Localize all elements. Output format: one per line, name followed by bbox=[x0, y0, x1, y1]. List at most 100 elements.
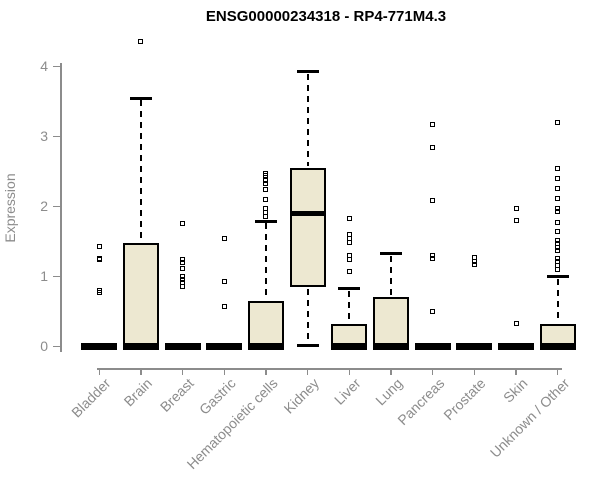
outlier-point bbox=[263, 186, 269, 192]
outlier-point bbox=[513, 218, 519, 224]
x-tick-label: Skin bbox=[499, 375, 531, 406]
outlier-point bbox=[555, 206, 561, 212]
y-tick bbox=[53, 65, 60, 68]
outlier-point bbox=[555, 220, 561, 226]
x-tick bbox=[265, 368, 267, 375]
outlier-point bbox=[555, 263, 561, 268]
whisker bbox=[389, 255, 392, 295]
zero-bar bbox=[414, 343, 451, 351]
outlier-point bbox=[513, 321, 519, 327]
median-line bbox=[372, 343, 409, 351]
outlier-point bbox=[430, 145, 436, 151]
whisker-cap bbox=[296, 343, 319, 347]
x-tick-label: Brain bbox=[120, 375, 156, 410]
median-line bbox=[247, 343, 284, 351]
x-tick bbox=[556, 368, 559, 375]
y-tick-label: 4 bbox=[40, 57, 48, 74]
outlier-point bbox=[221, 304, 227, 310]
whisker-cap bbox=[379, 252, 402, 256]
outlier-point bbox=[555, 165, 561, 171]
outlier-point bbox=[96, 244, 102, 250]
x-tick bbox=[181, 368, 184, 375]
outlier-point bbox=[555, 244, 561, 250]
outlier-point bbox=[430, 309, 436, 315]
zero-bar bbox=[164, 343, 201, 351]
x-tick bbox=[390, 368, 392, 375]
x-tick bbox=[431, 368, 434, 375]
outlier-point bbox=[555, 229, 561, 235]
whisker bbox=[306, 289, 309, 344]
outlier-point bbox=[555, 186, 561, 191]
box bbox=[247, 300, 284, 347]
y-tick-label: 1 bbox=[40, 267, 48, 284]
outlier-point bbox=[263, 177, 269, 183]
outlier-point bbox=[555, 248, 561, 254]
outlier-point bbox=[180, 265, 186, 271]
x-tick-label: Lung bbox=[371, 375, 406, 409]
whisker bbox=[556, 278, 559, 322]
outlier-point bbox=[346, 269, 352, 275]
outlier-point bbox=[555, 266, 561, 272]
whisker-cap bbox=[338, 287, 361, 291]
outlier-point bbox=[346, 256, 352, 262]
outlier-point bbox=[471, 262, 477, 268]
x-tick bbox=[473, 368, 476, 375]
outlier-point bbox=[263, 181, 269, 187]
y-tick bbox=[53, 135, 60, 138]
outlier-point bbox=[263, 206, 269, 212]
outlier-point bbox=[346, 239, 352, 245]
outlier-point bbox=[221, 279, 227, 285]
y-tick-label: 3 bbox=[40, 127, 48, 144]
outlier-point bbox=[513, 205, 519, 211]
x-tick-label: Unknown / Other bbox=[486, 375, 572, 461]
outlier-point bbox=[430, 256, 436, 261]
outlier-point bbox=[263, 170, 269, 176]
whisker bbox=[306, 73, 309, 167]
outlier-point bbox=[471, 258, 477, 264]
outlier-point bbox=[430, 197, 436, 203]
whisker-cap bbox=[254, 219, 277, 223]
whisker bbox=[348, 290, 351, 322]
box bbox=[372, 297, 409, 347]
outlier-point bbox=[180, 274, 186, 280]
outlier-point bbox=[180, 277, 186, 282]
whisker-cap bbox=[296, 70, 319, 74]
outlier-point bbox=[263, 197, 269, 203]
whisker bbox=[139, 100, 142, 242]
x-tick bbox=[223, 368, 226, 375]
outlier-point bbox=[180, 284, 186, 289]
x-tick-label: Liver bbox=[330, 375, 364, 408]
outlier-point bbox=[180, 260, 186, 266]
outlier-point bbox=[180, 257, 186, 263]
box bbox=[289, 168, 326, 288]
outlier-point bbox=[346, 216, 352, 222]
outlier-point bbox=[555, 241, 561, 247]
x-tick-label: Bladder bbox=[68, 375, 114, 421]
zero-bar bbox=[498, 343, 534, 351]
whisker bbox=[264, 223, 267, 299]
x-tick bbox=[348, 368, 351, 375]
x-tick bbox=[306, 368, 309, 375]
median-line bbox=[539, 343, 576, 351]
outlier-point bbox=[555, 119, 561, 125]
outlier-point bbox=[263, 214, 269, 219]
y-tick bbox=[53, 205, 60, 208]
outlier-point bbox=[555, 209, 561, 215]
outlier-point bbox=[555, 175, 561, 181]
box bbox=[122, 243, 159, 347]
x-axis-line bbox=[97, 368, 562, 370]
outlier-point bbox=[555, 237, 561, 243]
y-tick bbox=[53, 275, 60, 278]
outlier-point bbox=[346, 253, 352, 259]
outlier-point bbox=[555, 256, 561, 261]
median-line bbox=[331, 343, 368, 351]
chart-title: ENSG00000234318 - RP4-771M4.3 bbox=[205, 8, 447, 25]
outlier-point bbox=[138, 39, 144, 44]
y-tick-label: 0 bbox=[40, 337, 48, 354]
y-tick-label: 2 bbox=[40, 197, 48, 214]
outlier-point bbox=[96, 257, 102, 263]
whisker-cap bbox=[546, 275, 569, 279]
outlier-point bbox=[471, 255, 477, 261]
x-tick bbox=[140, 368, 142, 375]
median-line bbox=[122, 343, 159, 351]
